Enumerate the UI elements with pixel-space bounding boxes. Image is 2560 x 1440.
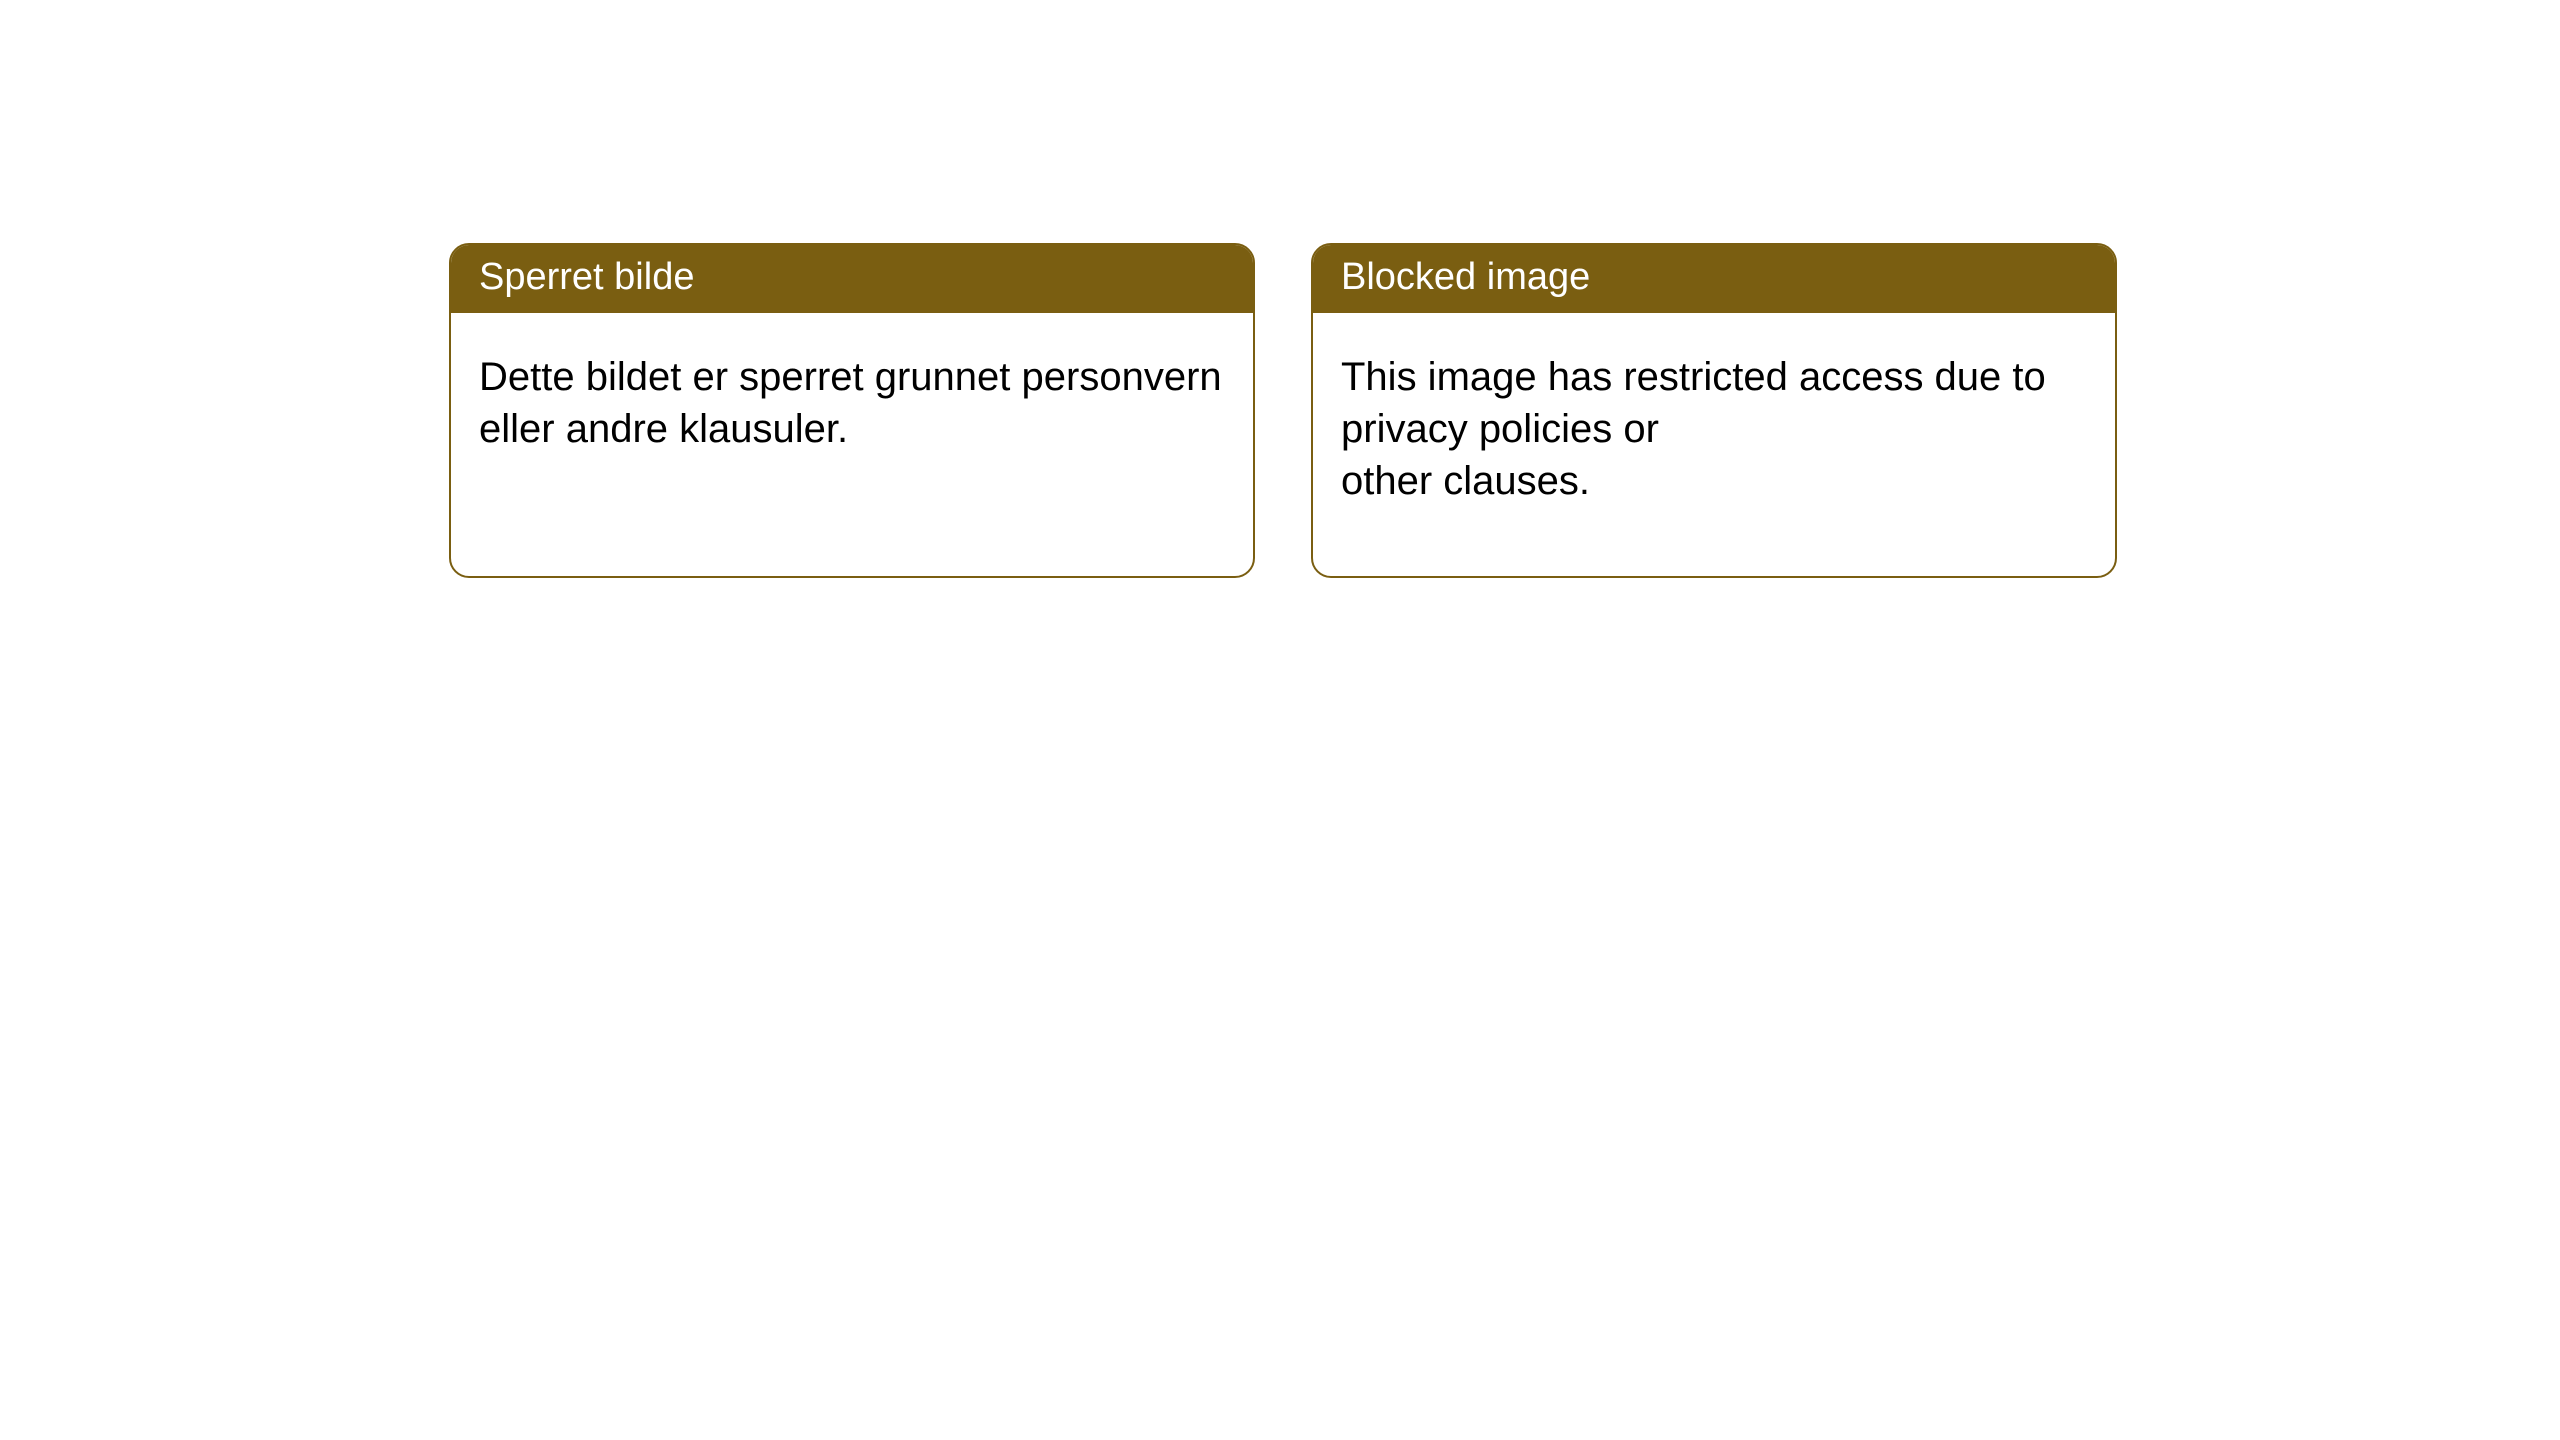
- notice-card-body: Dette bildet er sperret grunnet personve…: [451, 313, 1253, 493]
- notice-card-title: Blocked image: [1313, 245, 2115, 313]
- notice-cards-row: Sperret bilde Dette bildet er sperret gr…: [0, 0, 2560, 578]
- notice-card-english: Blocked image This image has restricted …: [1311, 243, 2117, 578]
- notice-card-title: Sperret bilde: [451, 245, 1253, 313]
- notice-card-norwegian: Sperret bilde Dette bildet er sperret gr…: [449, 243, 1255, 578]
- notice-card-body: This image has restricted access due to …: [1313, 313, 2115, 545]
